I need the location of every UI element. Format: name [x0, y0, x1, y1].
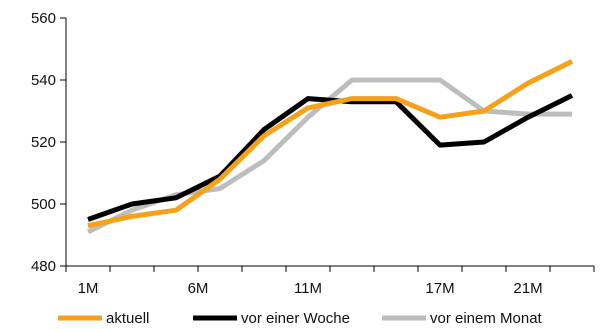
legend-label: vor einem Monat	[430, 310, 543, 327]
y-tick-label: 480	[31, 258, 56, 275]
legend-label: vor einer Woche	[241, 310, 350, 327]
series-layer	[86, 59, 574, 235]
y-tick-label: 560	[31, 10, 56, 27]
y-tick-label: 520	[31, 134, 56, 151]
x-tick-label: 6M	[188, 280, 209, 297]
y-tick-label: 540	[31, 72, 56, 89]
chart-axes: 480 500 520 540 560 1M 6M 11M 17M 21M	[31, 10, 595, 297]
x-tick-label: 11M	[294, 280, 322, 297]
x-tick-label: 1M	[78, 280, 99, 297]
x-tick-label: 17M	[425, 280, 454, 297]
legend-label: aktuell	[106, 310, 149, 327]
y-tick-label: 500	[31, 196, 56, 213]
series-line-vor-einer-woche	[87, 93, 574, 222]
chart-legend: aktuell vor einer Woche vor einem Monat	[58, 310, 543, 327]
x-tick-label: 21M	[513, 280, 542, 297]
series-line-aktuell	[87, 59, 574, 229]
